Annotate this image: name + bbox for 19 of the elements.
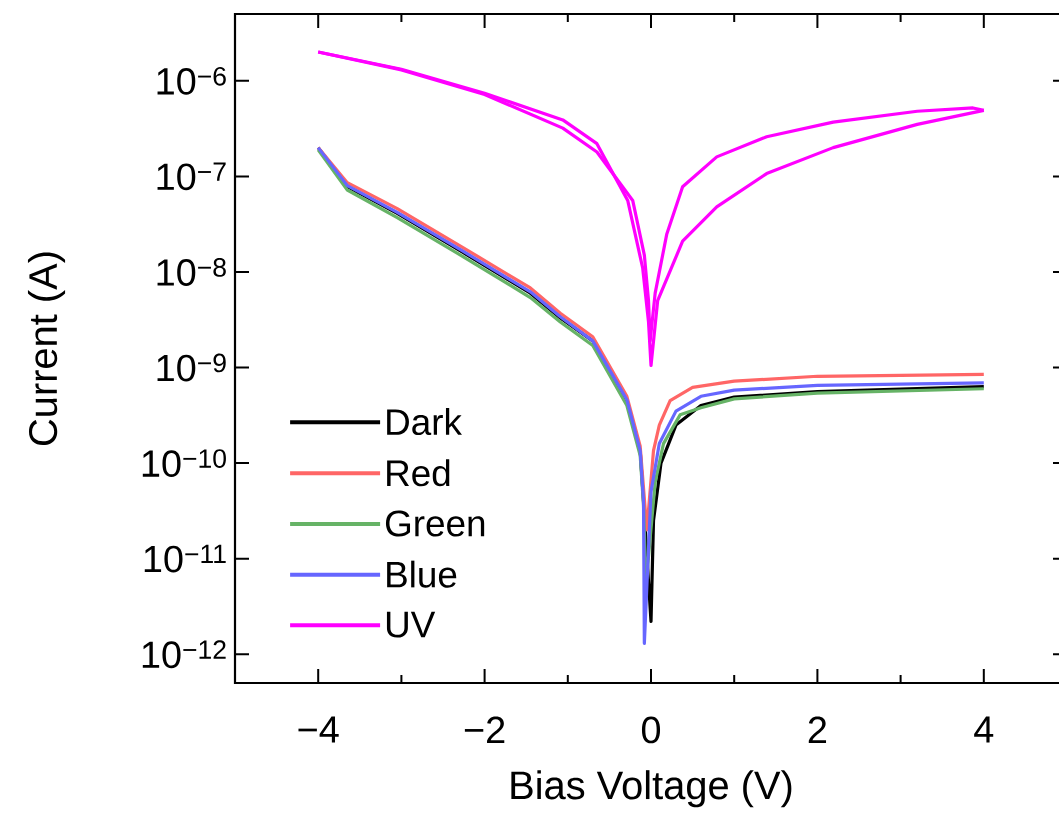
- x-tick-label: 2: [808, 716, 827, 743]
- legend-label: Dark: [387, 408, 462, 436]
- x-tick-label: −4: [298, 716, 339, 743]
- y-tick-label: 10$^{−6}$: [157, 66, 226, 95]
- legend-label: Green: [385, 510, 485, 537]
- y-tick-label: 10$^{−8}$: [157, 258, 226, 286]
- x-tick-label: 0: [641, 716, 661, 744]
- legend-label: Red: [387, 459, 450, 487]
- legend-label: UV: [386, 611, 436, 638]
- x-axis-title: Bias Voltage (V): [511, 770, 792, 808]
- legend-label: Blue: [387, 560, 457, 588]
- y-tick-label: 10$^{−10}$: [142, 449, 226, 478]
- y-tick-label: 10$^{−9}$: [157, 353, 226, 382]
- y-axis-title: Current (A): [27, 252, 66, 446]
- y-tick-label: 10$^{−12}$: [142, 640, 226, 669]
- x-tick-label: 4: [974, 716, 994, 743]
- y-tick-label: 10$^{−7}$: [157, 162, 226, 191]
- y-tick-label: 10$^{−11}$: [144, 544, 226, 573]
- x-tick-label: −2: [464, 716, 505, 743]
